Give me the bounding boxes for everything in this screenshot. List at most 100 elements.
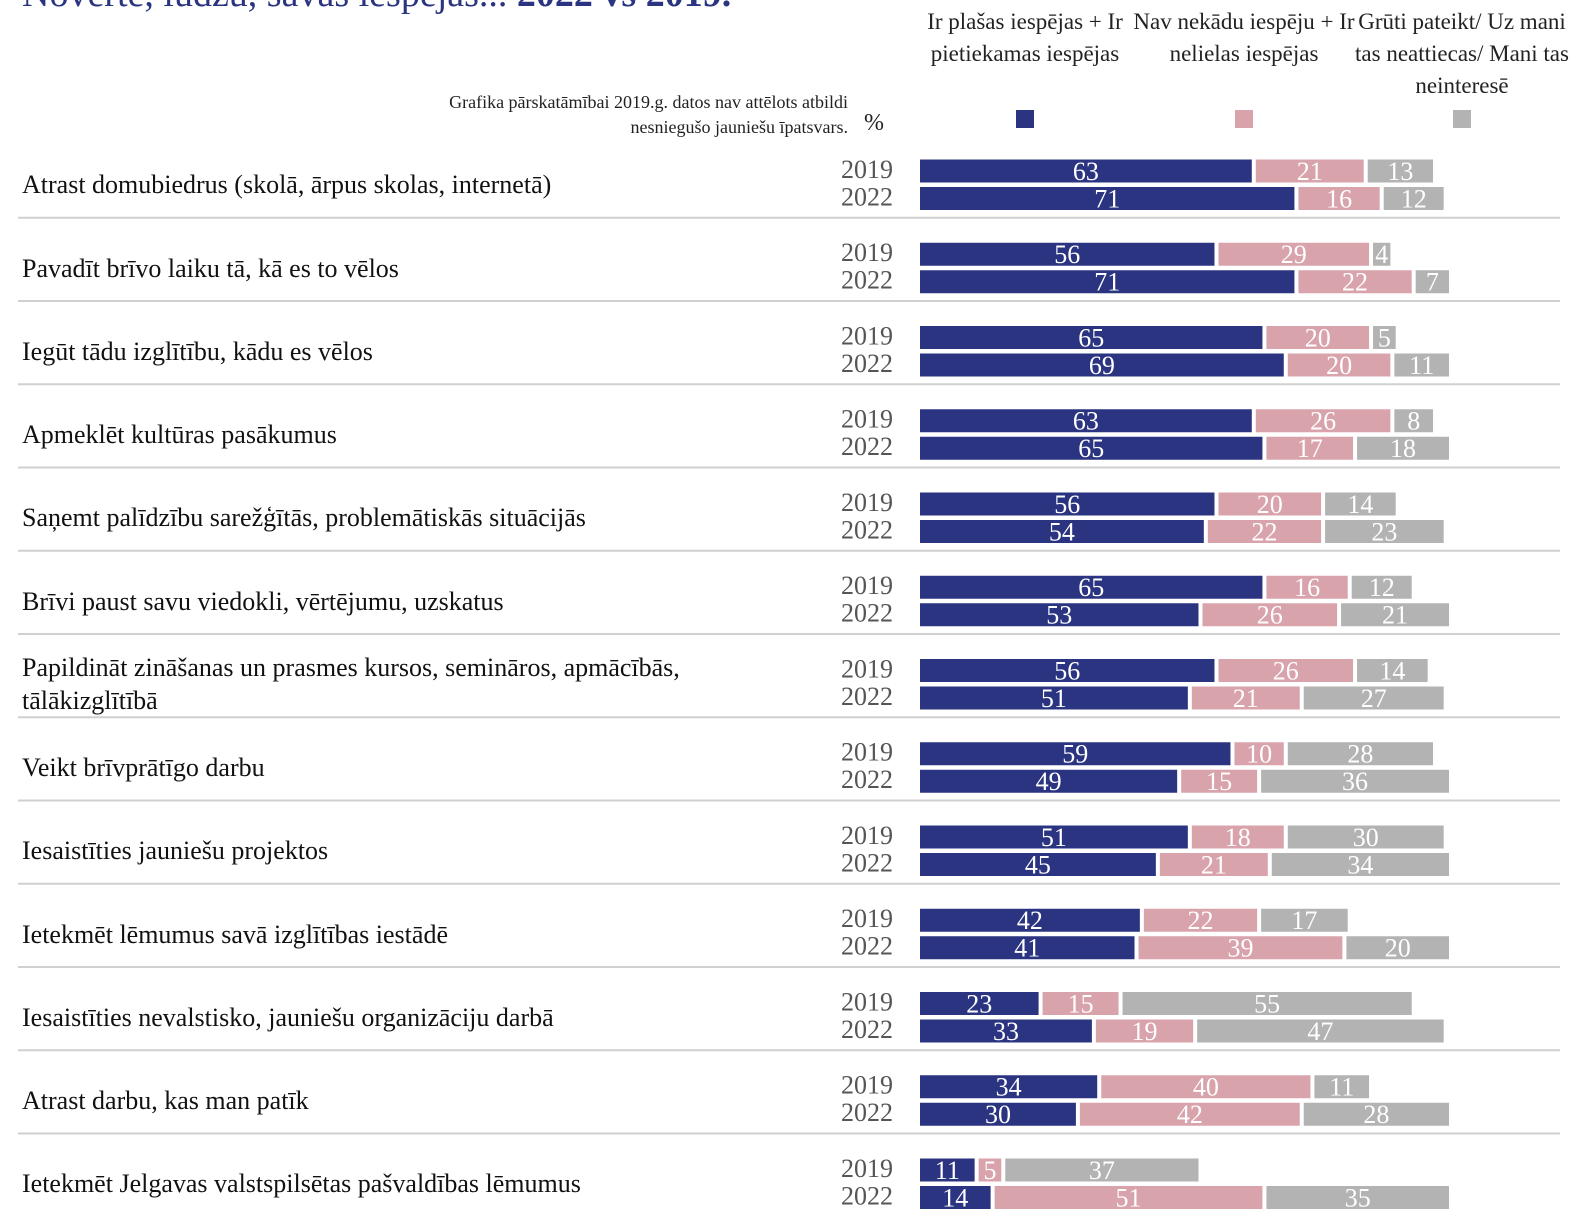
bar-segment [1287, 353, 1391, 377]
value-label: 5 [1378, 323, 1391, 352]
value-label: 28 [1363, 1100, 1389, 1129]
bar-segment [1181, 769, 1258, 793]
bar-segment [1325, 520, 1444, 543]
bar-segment [920, 187, 1295, 210]
value-label: 14 [1379, 656, 1405, 685]
bar-segment [1042, 992, 1119, 1015]
value-label: 20 [1326, 351, 1352, 380]
value-label: 15 [1068, 989, 1094, 1018]
year-label: 2019 [841, 238, 893, 267]
category-label: Atrast darbu, kas man patīk [22, 1086, 309, 1115]
bar-segment [1207, 520, 1322, 543]
value-label: 26 [1273, 656, 1299, 685]
year-label: 2019 [841, 904, 893, 933]
bar-segment [1234, 742, 1284, 766]
value-label: 18 [1225, 823, 1251, 852]
bar-segment [994, 1186, 1263, 1209]
year-label: 2022 [841, 765, 893, 794]
legend-swatch [1453, 110, 1471, 128]
year-label: 2019 [841, 405, 893, 434]
value-label: 17 [1291, 906, 1317, 935]
value-label: 69 [1089, 351, 1115, 380]
value-label: 49 [1036, 767, 1062, 796]
value-label: 51 [1041, 684, 1067, 713]
value-label: 22 [1187, 906, 1213, 935]
bar-segment [1191, 686, 1300, 710]
bar-segment [1079, 1102, 1300, 1126]
bar-segment [920, 686, 1188, 710]
value-label: 15 [1206, 767, 1232, 796]
bar-segment [920, 520, 1204, 543]
bar-segment [920, 492, 1215, 516]
value-label: 65 [1078, 434, 1104, 463]
value-label: 27 [1361, 684, 1387, 713]
value-label: 51 [1116, 1183, 1142, 1212]
category-label: Atrast domubiedrus (skolā, ārpus skolas,… [22, 170, 552, 200]
value-label: 14 [942, 1183, 968, 1212]
bar-segment [920, 992, 1039, 1015]
bar-segment [920, 1102, 1076, 1126]
bar-segment [1367, 159, 1434, 183]
bar-segment [920, 1158, 975, 1182]
value-label: 22 [1342, 268, 1368, 297]
category-label: Pavadīt brīvo laiku tā, kā es to vēlos [22, 253, 399, 283]
bar-segment [1373, 242, 1391, 266]
value-label: 21 [1297, 157, 1323, 186]
legend-label: Ir plašas iespējas + Ir pietiekamas iesp… [927, 9, 1123, 66]
bar-segment [920, 436, 1263, 460]
bar-segment [920, 353, 1284, 377]
year-label: 2022 [841, 1098, 893, 1127]
value-label: 63 [1073, 407, 1099, 436]
bar-segment [1415, 270, 1449, 294]
category-label: Papildināt zināšanas un prasmes kursos, … [22, 653, 680, 716]
value-label: 20 [1385, 934, 1411, 963]
year-label: 2022 [841, 848, 893, 877]
value-label: 39 [1227, 934, 1253, 963]
year-label: 2019 [841, 1154, 893, 1183]
bar-segment [1287, 825, 1444, 849]
bar-segment [920, 159, 1252, 183]
value-label: 40 [1193, 1073, 1219, 1102]
bar-segment [1266, 436, 1354, 460]
value-label: 63 [1073, 157, 1099, 186]
value-label: 20 [1257, 490, 1283, 519]
value-label: 16 [1294, 573, 1320, 602]
value-label: 71 [1094, 268, 1120, 297]
value-label: 34 [996, 1073, 1022, 1102]
value-label: 23 [966, 989, 992, 1018]
year-label: 2022 [841, 349, 893, 378]
legend-swatch [1016, 110, 1034, 128]
category-label: Iegūt tādu izglītību, kādu es vēlos [22, 336, 373, 366]
value-label: 45 [1025, 850, 1051, 879]
value-label: 11 [935, 1156, 960, 1185]
chart-title: Novērtē, lūdzu, savas iespējas... [22, 0, 507, 15]
bar-segment [1357, 436, 1449, 460]
year-label: 2022 [841, 1181, 893, 1210]
value-label: 30 [1353, 823, 1379, 852]
bar-segment [920, 769, 1178, 793]
bar-segment [1314, 1075, 1370, 1099]
value-label: 37 [1089, 1156, 1115, 1185]
bar-segment [1261, 769, 1449, 793]
value-label: 11 [1329, 1073, 1354, 1102]
bar-segment [1255, 159, 1364, 183]
year-label: 2022 [841, 266, 893, 295]
bar-segment [1351, 575, 1412, 599]
year-label: 2022 [841, 599, 893, 628]
value-label: 21 [1201, 850, 1227, 879]
value-label: 53 [1046, 601, 1072, 630]
value-label: 33 [993, 1017, 1019, 1046]
bar-segment [1191, 825, 1284, 849]
value-label: 12 [1401, 184, 1427, 213]
category-label: Saņemt palīdzību sarežģītās, problemātis… [22, 503, 586, 533]
value-label: 13 [1387, 157, 1413, 186]
bar-segment [920, 270, 1295, 294]
bar-segment [920, 1019, 1092, 1043]
category-label: Iesaistīties nevalstisko, jauniešu organ… [22, 1002, 554, 1032]
year-label: 2019 [841, 571, 893, 600]
value-label: 41 [1014, 934, 1040, 963]
bar-segment [1266, 1186, 1449, 1209]
bar-segment [1357, 659, 1428, 682]
value-label: 56 [1054, 656, 1080, 685]
